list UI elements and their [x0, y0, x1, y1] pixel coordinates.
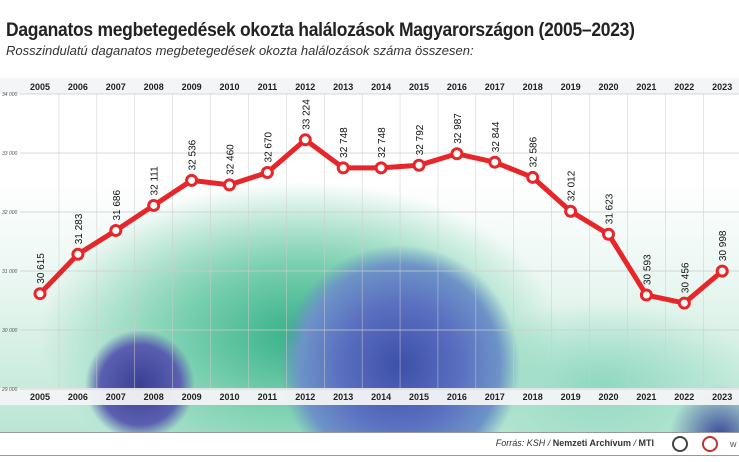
x-tick-label-top: 2018 — [523, 82, 543, 92]
x-tick-label-bottom: 2010 — [219, 392, 239, 402]
x-tick-label-top: 2008 — [144, 82, 164, 92]
data-label: 32 111 — [150, 166, 161, 196]
x-tick-label-top: 2006 — [68, 82, 88, 92]
source-prefix: Forrás: KSH / — [495, 438, 553, 448]
source-org: Nemzeti Archívum — [552, 438, 631, 448]
data-label: 32 536 — [188, 139, 199, 170]
data-point — [260, 165, 274, 179]
data-point — [71, 247, 85, 261]
data-label: 32 012 — [567, 170, 578, 201]
bottom-year-band — [0, 388, 739, 405]
logo-icon — [672, 436, 688, 452]
data-label: 32 670 — [263, 131, 274, 162]
x-tick-label-top: 2017 — [485, 82, 505, 92]
data-label: 31 283 — [74, 213, 85, 244]
x-tick-label-bottom: 2016 — [447, 392, 467, 402]
top-year-band — [0, 78, 739, 94]
x-tick-label-top: 2007 — [106, 82, 126, 92]
x-tick-label-top: 2020 — [598, 82, 618, 92]
x-tick-label-bottom: 2021 — [636, 392, 656, 402]
x-tick-label-top: 2021 — [636, 82, 656, 92]
x-tick-label-top: 2011 — [258, 82, 278, 92]
data-label: 32 460 — [226, 144, 237, 175]
footer: Forrás: KSH / Nemzeti Archívum / MTI w — [0, 432, 739, 456]
x-tick-label-top: 2015 — [409, 82, 429, 92]
x-tick-label-bottom: 2018 — [523, 392, 543, 402]
data-point — [602, 227, 615, 241]
x-tick-label-bottom: 2019 — [561, 392, 581, 402]
data-point — [412, 158, 426, 172]
y-tick-label: 30 000 — [2, 328, 18, 334]
source-trail: w — [730, 439, 737, 449]
data-point — [109, 224, 123, 238]
x-tick-label-top: 2009 — [182, 82, 202, 92]
data-point — [639, 288, 653, 302]
x-tick-label-top: 2022 — [674, 82, 694, 92]
data-label: 32 987 — [453, 113, 464, 144]
x-tick-label-bottom: 2013 — [333, 392, 353, 402]
x-tick-label-bottom: 2022 — [674, 392, 694, 402]
x-tick-label-bottom: 2014 — [371, 392, 391, 402]
x-tick-label-bottom: 2015 — [409, 392, 429, 402]
data-point — [336, 161, 350, 175]
logo-icon — [702, 436, 718, 452]
x-tick-label-top: 2012 — [295, 82, 315, 92]
x-tick-label-top: 2005 — [30, 82, 50, 92]
x-tick-label-top: 2014 — [371, 82, 391, 92]
x-tick-label-bottom: 2009 — [182, 392, 202, 402]
data-point — [33, 287, 47, 301]
data-point — [298, 133, 312, 147]
data-label: 32 586 — [529, 136, 540, 167]
x-tick-label-top: 2023 — [712, 82, 732, 92]
x-tick-label-bottom: 2006 — [68, 392, 88, 402]
x-tick-label-bottom: 2020 — [598, 392, 618, 402]
data-point — [374, 161, 388, 175]
data-label: 32 748 — [377, 127, 388, 158]
data-label: 30 456 — [680, 262, 691, 293]
data-point — [526, 170, 540, 184]
data-point — [677, 296, 691, 310]
x-tick-label-bottom: 2011 — [258, 392, 278, 402]
x-tick-label-bottom: 2005 — [30, 392, 50, 402]
y-tick-label: 29 000 — [1, 387, 18, 393]
x-tick-label-top: 2010 — [219, 82, 239, 92]
x-tick-label-top: 2016 — [447, 82, 467, 92]
data-label: 30 593 — [642, 254, 653, 285]
data-point — [450, 147, 464, 161]
line-chart: 29 000 30 000 31 000 32 000 33 000 34 000 2005… — [0, 78, 739, 405]
source-agency: MTI — [638, 438, 655, 448]
data-point — [223, 178, 236, 192]
source-sep: / — [630, 438, 639, 448]
x-tick-label-top: 2013 — [333, 82, 353, 92]
data-label: 32 792 — [415, 124, 426, 155]
x-tick-label-bottom: 2008 — [144, 392, 164, 402]
data-label: 31 686 — [112, 190, 123, 221]
x-tick-label-bottom: 2017 — [485, 392, 505, 402]
chart-subtitle: Rosszindulatú daganatos megbetegedések o… — [6, 43, 474, 58]
x-tick-label-bottom: 2012 — [295, 392, 315, 402]
data-point — [715, 264, 729, 278]
data-label: 32 748 — [339, 127, 350, 158]
y-tick-label: 31 000 — [2, 269, 18, 275]
data-point — [185, 173, 199, 187]
x-tick-label-top: 2019 — [561, 82, 581, 92]
y-tick-label: 33 000 — [2, 151, 18, 157]
chart-title: Daganatos megbetegedések okozta halálozá… — [6, 20, 635, 41]
data-point — [488, 155, 502, 169]
data-label: 30 998 — [718, 230, 729, 261]
y-tick-label: 34 000 — [2, 92, 18, 98]
y-tick-label: 32 000 — [2, 210, 18, 216]
x-tick-label-bottom: 2023 — [712, 392, 732, 402]
source-text: Forrás: KSH / Nemzeti Archívum / MTI — [496, 438, 654, 448]
data-point — [564, 204, 578, 218]
data-label: 32 844 — [491, 121, 502, 152]
data-label: 31 623 — [605, 193, 616, 224]
data-point — [147, 198, 161, 212]
x-tick-label-bottom: 2007 — [106, 392, 126, 402]
background-illustration — [0, 75, 739, 435]
data-label: 33 224 — [301, 99, 312, 130]
data-label: 30 615 — [36, 253, 47, 284]
